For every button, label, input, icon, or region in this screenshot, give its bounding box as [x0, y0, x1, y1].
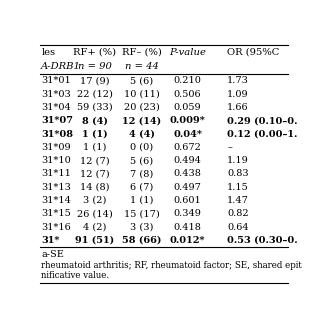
Text: 5 (6): 5 (6)	[130, 76, 153, 85]
Text: 0.059: 0.059	[174, 103, 201, 112]
Text: 1.73: 1.73	[227, 76, 249, 85]
Text: 0.438: 0.438	[174, 169, 202, 179]
Text: 5 (6): 5 (6)	[130, 156, 153, 165]
Text: a-SE: a-SE	[41, 250, 64, 259]
Text: 10 (11): 10 (11)	[124, 90, 160, 99]
Text: 1.09: 1.09	[227, 90, 249, 99]
Text: 31*08: 31*08	[41, 130, 73, 139]
Text: nificative value.: nificative value.	[41, 270, 109, 279]
Text: 7 (8): 7 (8)	[130, 169, 153, 179]
Text: 8 (4): 8 (4)	[82, 116, 108, 125]
Text: 0.012*: 0.012*	[170, 236, 205, 245]
Text: 15 (17): 15 (17)	[124, 209, 160, 218]
Text: OR (95%C: OR (95%C	[227, 48, 280, 57]
Text: 31*03: 31*03	[41, 90, 71, 99]
Text: 26 (14): 26 (14)	[77, 209, 112, 218]
Text: 31*04: 31*04	[41, 103, 71, 112]
Text: 12 (7): 12 (7)	[80, 169, 109, 179]
Text: 0.210: 0.210	[174, 76, 202, 85]
Text: 0.64: 0.64	[227, 223, 249, 232]
Text: 1.19: 1.19	[227, 156, 249, 165]
Text: 31*11: 31*11	[41, 169, 71, 179]
Text: 12 (14): 12 (14)	[122, 116, 161, 125]
Text: 0.009*: 0.009*	[170, 116, 205, 125]
Text: 12 (7): 12 (7)	[80, 156, 109, 165]
Text: 31*09: 31*09	[41, 143, 71, 152]
Text: 14 (8): 14 (8)	[80, 183, 109, 192]
Text: –: –	[227, 143, 232, 152]
Text: 31*16: 31*16	[41, 223, 71, 232]
Text: 31*14: 31*14	[41, 196, 71, 205]
Text: P-value: P-value	[169, 48, 206, 57]
Text: 0.349: 0.349	[174, 209, 202, 218]
Text: 22 (12): 22 (12)	[76, 90, 113, 99]
Text: 31*15: 31*15	[41, 209, 71, 218]
Text: 20 (23): 20 (23)	[124, 103, 160, 112]
Text: 1 (1): 1 (1)	[83, 143, 106, 152]
Text: 31*07: 31*07	[41, 116, 73, 125]
Text: 3 (2): 3 (2)	[83, 196, 106, 205]
Text: 31*13: 31*13	[41, 183, 71, 192]
Text: RF+ (%): RF+ (%)	[73, 48, 116, 57]
Text: 31*01: 31*01	[41, 76, 71, 85]
Text: 1 (1): 1 (1)	[130, 196, 153, 205]
Text: 0 (0): 0 (0)	[130, 143, 153, 152]
Text: 0.29 (0.10–0.: 0.29 (0.10–0.	[227, 116, 298, 125]
Text: 58 (66): 58 (66)	[122, 236, 161, 245]
Text: 0.672: 0.672	[174, 143, 202, 152]
Text: 0.418: 0.418	[174, 223, 202, 232]
Text: 4 (4): 4 (4)	[129, 130, 155, 139]
Text: n = 44: n = 44	[125, 62, 159, 71]
Text: 1.15: 1.15	[227, 183, 249, 192]
Text: rheumatoid arthritis; RF, rheumatoid factor; SE, shared epit: rheumatoid arthritis; RF, rheumatoid fac…	[41, 261, 302, 270]
Text: 0.494: 0.494	[174, 156, 202, 165]
Text: 0.601: 0.601	[174, 196, 201, 205]
Text: 4 (2): 4 (2)	[83, 223, 106, 232]
Text: 0.53 (0.30–0.: 0.53 (0.30–0.	[227, 236, 298, 245]
Text: 0.506: 0.506	[174, 90, 201, 99]
Text: 0.83: 0.83	[227, 169, 249, 179]
Text: 0.12 (0.00–1.: 0.12 (0.00–1.	[227, 130, 298, 139]
Text: 0.497: 0.497	[174, 183, 202, 192]
Text: 1.66: 1.66	[227, 103, 249, 112]
Text: 1.47: 1.47	[227, 196, 249, 205]
Text: 0.82: 0.82	[227, 209, 249, 218]
Text: 0.04*: 0.04*	[173, 130, 202, 139]
Text: 31*: 31*	[41, 236, 60, 245]
Text: A-DRB1: A-DRB1	[41, 62, 81, 71]
Text: RF– (%): RF– (%)	[122, 48, 162, 57]
Text: les: les	[41, 48, 55, 57]
Text: n = 90: n = 90	[78, 62, 111, 71]
Text: 59 (33): 59 (33)	[77, 103, 112, 112]
Text: 1 (1): 1 (1)	[82, 130, 108, 139]
Text: 17 (9): 17 (9)	[80, 76, 109, 85]
Text: 3 (3): 3 (3)	[130, 223, 153, 232]
Text: 31*10: 31*10	[41, 156, 71, 165]
Text: 6 (7): 6 (7)	[130, 183, 153, 192]
Text: 91 (51): 91 (51)	[75, 236, 114, 245]
